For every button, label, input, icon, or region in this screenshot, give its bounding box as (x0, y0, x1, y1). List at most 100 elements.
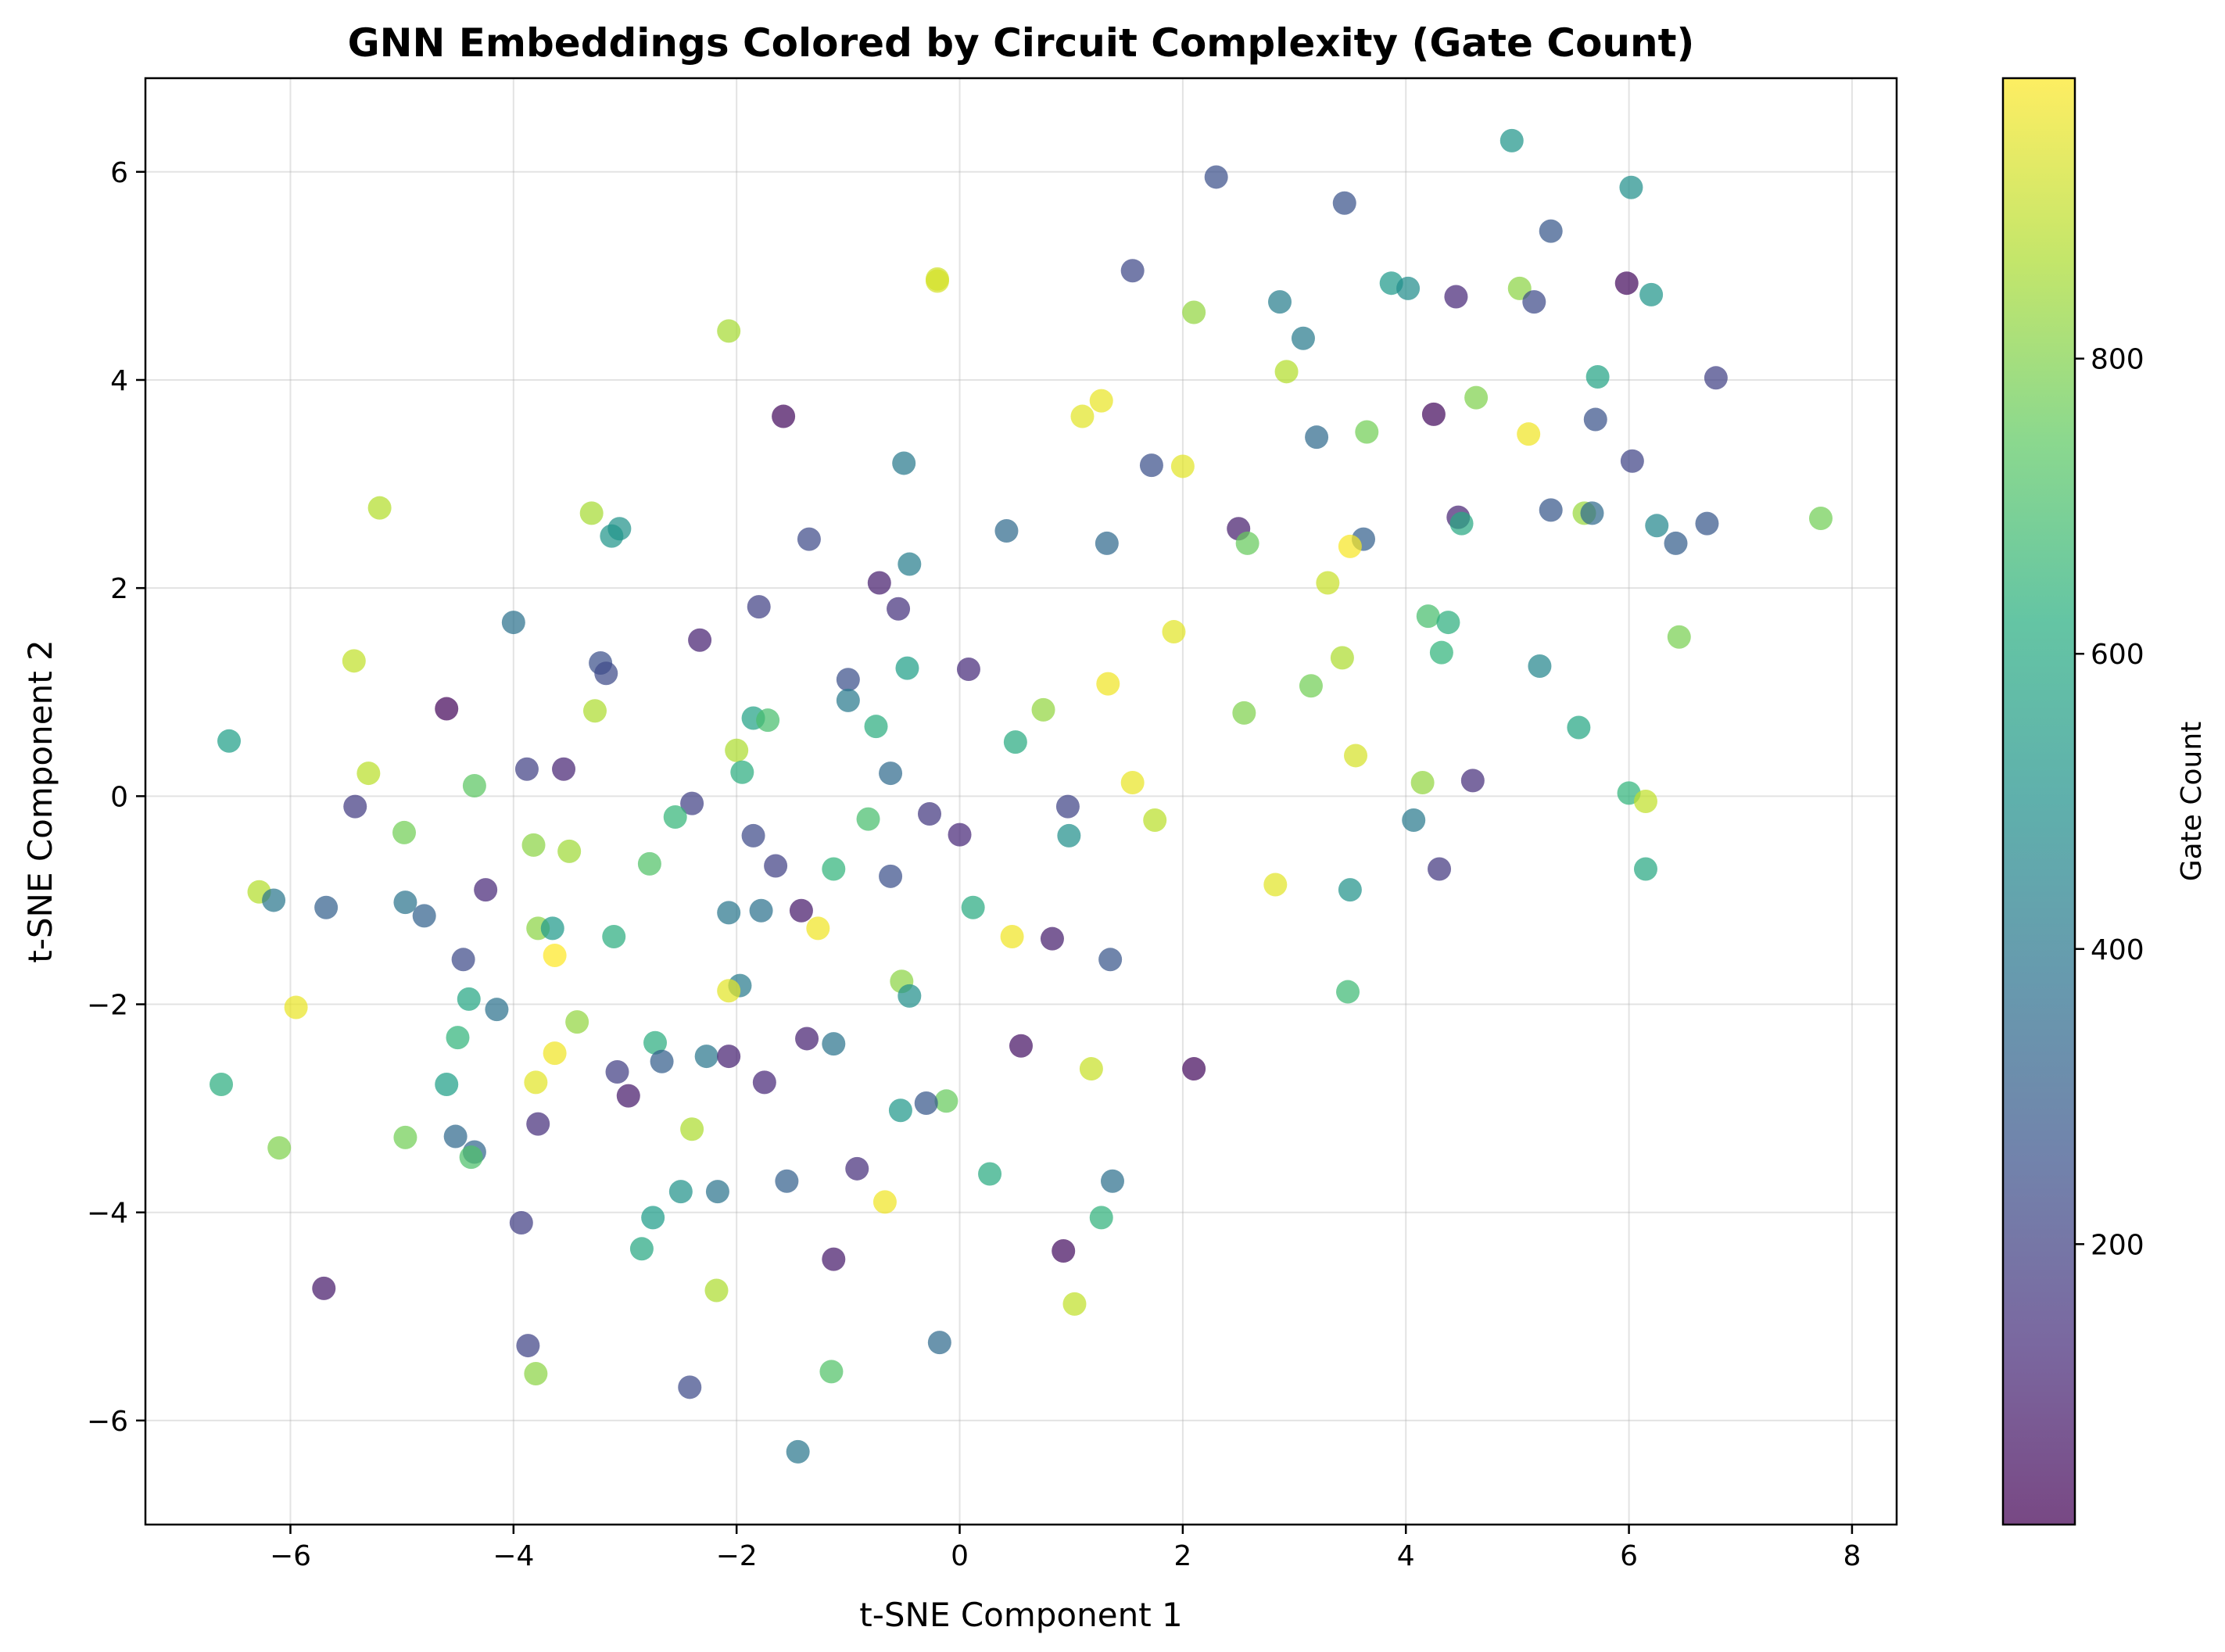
scatter-point (668, 1180, 693, 1204)
scatter-point (1338, 878, 1362, 902)
y-tick-label: 4 (110, 365, 128, 397)
scatter-point (367, 496, 392, 520)
scatter-point (898, 552, 922, 576)
scatter-point (806, 916, 830, 941)
scatter-point (704, 1278, 729, 1303)
scatter-point (1464, 385, 1489, 410)
scatter-point (485, 998, 509, 1022)
scatter-point (1808, 506, 1833, 530)
scatter-point (594, 661, 618, 686)
scatter-point (557, 839, 582, 863)
scatter-point (1580, 501, 1604, 525)
scatter-point (1182, 1057, 1206, 1081)
colorbar: 200 400 600 800 Gate Count (2001, 77, 2208, 1526)
chart-title: GNN Embeddings Colored by Circuit Comple… (348, 20, 1695, 66)
scatter-point (879, 761, 903, 786)
colorbar-ticks: 200 400 600 800 (2075, 344, 2144, 1261)
scatter-point (474, 878, 498, 902)
colorbar-tick-label: 600 (2091, 639, 2144, 671)
scatter-point (1428, 857, 1452, 881)
scatter-point (752, 1070, 776, 1095)
scatter-point (393, 1125, 417, 1149)
scatter-point (514, 757, 539, 781)
scatter-point (1583, 407, 1607, 432)
scatter-point (961, 895, 985, 919)
scatter-point (1402, 808, 1426, 832)
colorbar-tick-label: 400 (2091, 934, 2144, 966)
scatter-point (509, 1211, 533, 1235)
scatter-point (822, 857, 846, 881)
scatter-point (312, 1276, 336, 1300)
scatter-point (678, 1375, 702, 1399)
scatter-point (524, 1070, 548, 1095)
scatter-point (1274, 360, 1299, 384)
scatter-point (1695, 511, 1719, 536)
scatter-point (786, 1439, 810, 1464)
scatter-point (680, 1117, 704, 1141)
x-tick-label: 4 (1397, 1540, 1415, 1572)
scatter-point (641, 1206, 665, 1230)
x-tick-label: 0 (951, 1540, 969, 1572)
scatter-point (579, 501, 604, 525)
scatter-point (526, 1112, 550, 1136)
scatter-point (643, 1030, 668, 1055)
scatter-point (914, 1091, 938, 1115)
scatter-point (343, 794, 367, 819)
scatter-point (1263, 873, 1288, 897)
scatter-point (1645, 514, 1669, 538)
scatter-point (1052, 1238, 1076, 1263)
scatter-point (1235, 531, 1259, 555)
x-tick-label: −4 (493, 1540, 534, 1572)
scatter-point (582, 699, 607, 723)
scatter-point (680, 791, 704, 815)
scatter-point (1062, 1292, 1087, 1316)
scatter-point (730, 760, 754, 784)
scatter-point (600, 524, 624, 548)
scatter-point (1232, 701, 1256, 725)
scatter-point (1620, 449, 1644, 473)
scatter-point (552, 757, 576, 781)
y-tick-label: 0 (110, 781, 128, 813)
scatter-point (342, 649, 366, 673)
scatter-point (1162, 620, 1186, 644)
scatter-point (457, 987, 481, 1011)
scatter-point (1416, 604, 1440, 629)
scatter-point (1396, 276, 1421, 300)
scatter-point (1539, 498, 1563, 522)
scatter-point (948, 822, 972, 847)
scatter-points (210, 128, 1833, 1464)
plot-area-frame (144, 77, 1898, 1526)
scatter-point (1098, 948, 1123, 972)
scatter-point (1040, 926, 1064, 951)
scatter-point (764, 854, 788, 878)
scatter-point (836, 688, 860, 712)
scatter-point (688, 628, 712, 652)
scatter-point (1336, 980, 1360, 1004)
scatter-point (1517, 422, 1541, 446)
scatter-point (501, 611, 525, 635)
scatter-point (392, 820, 417, 844)
scatter-point (892, 451, 916, 475)
scatter-point (789, 898, 813, 923)
scatter-point (1499, 128, 1524, 152)
scatter-point (459, 1145, 483, 1170)
scatter-point (705, 1180, 729, 1204)
scatter-point (1000, 925, 1024, 949)
scatter-point (725, 738, 749, 762)
scatter-point (1330, 646, 1354, 670)
scatter-point (565, 1010, 589, 1034)
scatter-point (1567, 715, 1591, 740)
scatter-point (543, 1041, 567, 1066)
scatter-point (741, 823, 765, 848)
scatter-point (749, 898, 773, 923)
scatter-point (1070, 404, 1095, 428)
scatter-point (994, 518, 1019, 543)
scatter-point (1355, 420, 1379, 444)
scatter-point (717, 979, 741, 1003)
scatter-point (1057, 823, 1081, 848)
scatter-point (393, 891, 417, 915)
scatter-point (521, 833, 546, 857)
scatter-point (1003, 730, 1027, 754)
y-axis-ticks: −6 −4 −2 0 2 4 6 (87, 157, 145, 1438)
